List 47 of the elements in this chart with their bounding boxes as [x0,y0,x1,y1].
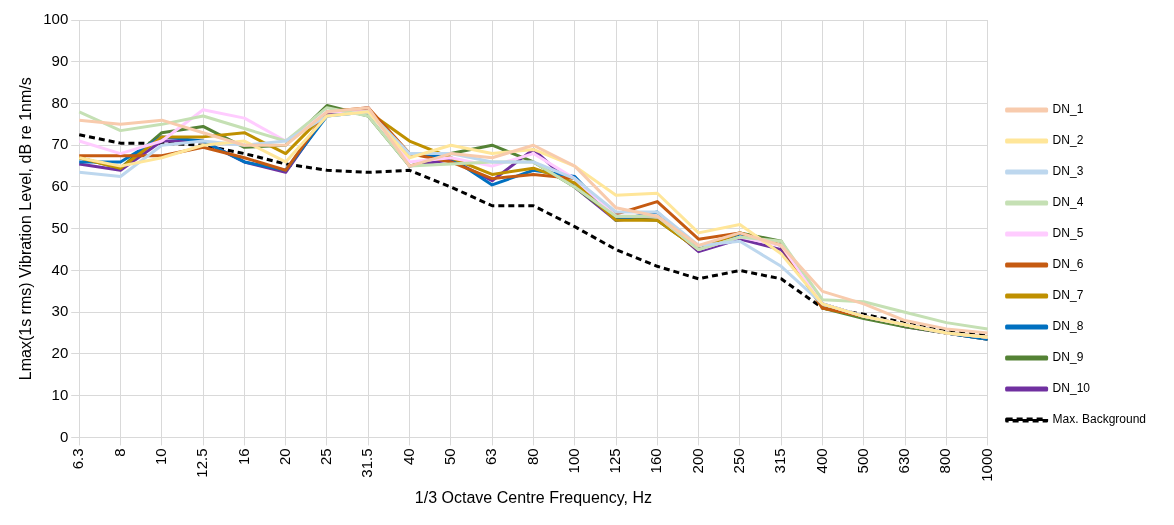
x-tick-label: 1000 [977,448,995,482]
legend-label: DN_1 [1052,102,1084,117]
x-tick-label: 20 [275,448,293,466]
legend-label: DN_4 [1052,195,1084,210]
y-tick-label: 20 [51,344,69,362]
y-tick-label: 60 [51,177,69,195]
y-tick-label: 50 [51,218,69,236]
x-tick-label: 25 [317,448,335,466]
x-tick-label: 40 [399,448,417,466]
x-tick-label: 250 [730,448,748,474]
x-tick-label: 800 [936,448,954,474]
x-tick-label: 31.5 [358,448,376,478]
y-tick-label: 40 [51,260,69,278]
legend-label: DN_8 [1052,319,1084,334]
y-tick-label: 90 [51,51,69,69]
x-axis-title: 1/3 Octave Centre Frequency, Hz [414,488,652,506]
legend-label: DN_5 [1052,226,1084,241]
x-tick-label: 80 [523,448,541,466]
x-tick-label: 500 [853,448,871,474]
legend-label: DN_10 [1052,381,1091,396]
y-tick-label: 0 [59,427,69,445]
x-tick-label: 100 [564,448,582,474]
y-tick-label: 80 [51,93,69,111]
legend-label: DN_9 [1052,350,1084,365]
legend-label: DN_6 [1052,257,1084,272]
legend-label: Max. Background [1052,412,1147,427]
x-tick-label: 315 [771,448,789,474]
y-tick-label: 70 [51,135,69,153]
legend-label: DN_2 [1052,133,1084,148]
x-tick-label: 160 [647,448,665,474]
y-tick-label: 100 [43,10,69,28]
x-tick-label: 200 [688,448,706,474]
x-tick-label: 400 [812,448,830,474]
x-tick-label: 8 [110,448,128,457]
x-tick-label: 50 [440,448,458,466]
y-tick-label: 10 [51,385,69,403]
legend-label: DN_3 [1052,164,1084,179]
y-tick-label: 30 [51,302,69,320]
x-tick-label: 10 [151,448,169,466]
x-tick-label: 63 [482,448,500,466]
x-tick-label: 6.3 [69,448,87,470]
x-tick-label: 630 [895,448,913,474]
y-axis-title: Lmax(1s rms) Vibration Level, dB re 1nm/s [17,77,35,381]
x-tick-label: 16 [234,448,252,466]
legend-label: DN_7 [1052,288,1084,303]
x-tick-label: 125 [606,448,624,474]
x-tick-label: 12.5 [193,448,211,478]
